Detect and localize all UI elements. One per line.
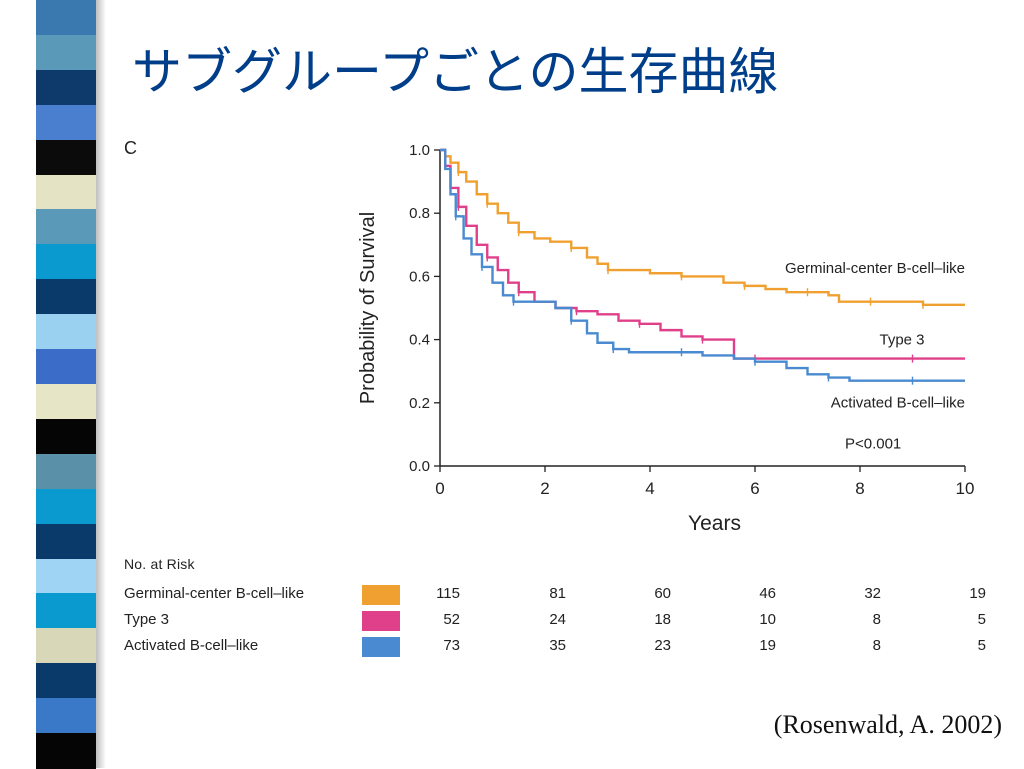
y-tick-label: 0.0 [409,458,430,475]
x-tick-label: 6 [750,479,759,498]
risk-cell: 52 [443,611,460,628]
strip-block [36,174,96,211]
risk-color-swatch [362,585,400,605]
risk-cell: 5 [977,611,986,628]
risk-cell: 81 [549,585,566,602]
series-label-0: Germinal-center B-cell–like [785,260,965,277]
panel-label: C [124,138,137,158]
risk-table: No. at Risk Germinal-center B-cell–like 1… [124,556,994,666]
strip-block [36,104,96,141]
strip-block [36,418,96,455]
strip-block [36,314,96,351]
risk-cell: 5 [977,637,986,654]
strip-block [36,349,96,385]
risk-table-title: No. at Risk [124,556,195,572]
risk-cell: 19 [969,585,986,602]
strip-block [36,139,96,176]
strip-block [36,523,96,560]
p-value-annotation: P<0.001 [845,436,901,453]
risk-row: Germinal-center B-cell–like 115 81 60 46 32 19 [124,585,994,607]
striped-bar [36,0,96,769]
strip-block [36,628,96,665]
y-tick-label: 0.8 [409,205,430,222]
series-line-2 [440,148,965,382]
series-line-0 [440,148,965,307]
strip-block [36,733,96,769]
strip-block [36,279,96,316]
strip-shadow [96,0,106,768]
strip-block [36,69,96,106]
risk-cell: 46 [759,585,776,602]
y-tick-label: 0.2 [409,395,430,412]
strip-block [36,593,96,630]
risk-cell: 35 [549,637,566,654]
series-label-2: Activated B-cell–like [831,395,965,412]
y-tick-label: 0.6 [409,268,430,285]
x-axis-label: Years [688,512,741,535]
risk-cell: 32 [864,585,881,602]
decorative-strip [0,0,114,769]
survival-chart: 0.0 0.2 0.4 0.6 0.8 1.0 0 2 4 6 8 10 Probability of … [357,142,975,535]
slide-title: サブグループごとの生存曲線 [132,43,779,101]
risk-color-swatch [362,637,400,657]
strip-block [36,558,96,595]
strip-block [36,453,96,490]
x-tick-label: 4 [645,479,654,498]
strip-block [36,663,96,700]
risk-cell: 115 [436,585,460,602]
x-tick-label: 2 [540,479,549,498]
risk-row-label: Germinal-center B-cell–like [124,585,305,602]
risk-cell: 60 [654,585,671,602]
risk-cell: 18 [654,611,671,628]
risk-row-label: Activated B-cell–like [124,637,259,654]
risk-cell: 23 [654,637,671,654]
strip-block [36,0,96,36]
risk-row-label: Type 3 [124,611,170,628]
citation: (Rosenwald, A. 2002) [773,710,1002,739]
strip-block [36,244,96,281]
strip-block [36,488,96,525]
x-tick-label: 0 [435,479,444,498]
risk-cell: 10 [759,611,776,628]
series-line-1 [440,148,965,360]
strip-block [36,384,96,420]
strip-block [36,698,96,735]
x-tick-label: 8 [855,479,864,498]
risk-cell: 8 [872,611,881,628]
series-label-1: Type 3 [879,331,924,348]
risk-cell: 8 [872,637,881,654]
y-axis-label: Probability of Survival [357,212,379,404]
y-tick-label: 1.0 [409,142,430,159]
y-tick-label: 0.4 [409,332,430,349]
strip-block [36,34,96,71]
strip-block [36,209,96,246]
risk-cell: 19 [759,637,776,654]
x-tick-label: 10 [956,479,975,498]
risk-row: Activated B-cell–like 73 35 23 19 8 5 [124,637,994,659]
risk-color-swatch [362,611,400,631]
risk-row: Type 3 52 24 18 10 8 5 [124,611,994,633]
risk-cell: 24 [549,611,566,628]
risk-cell: 73 [443,637,460,654]
